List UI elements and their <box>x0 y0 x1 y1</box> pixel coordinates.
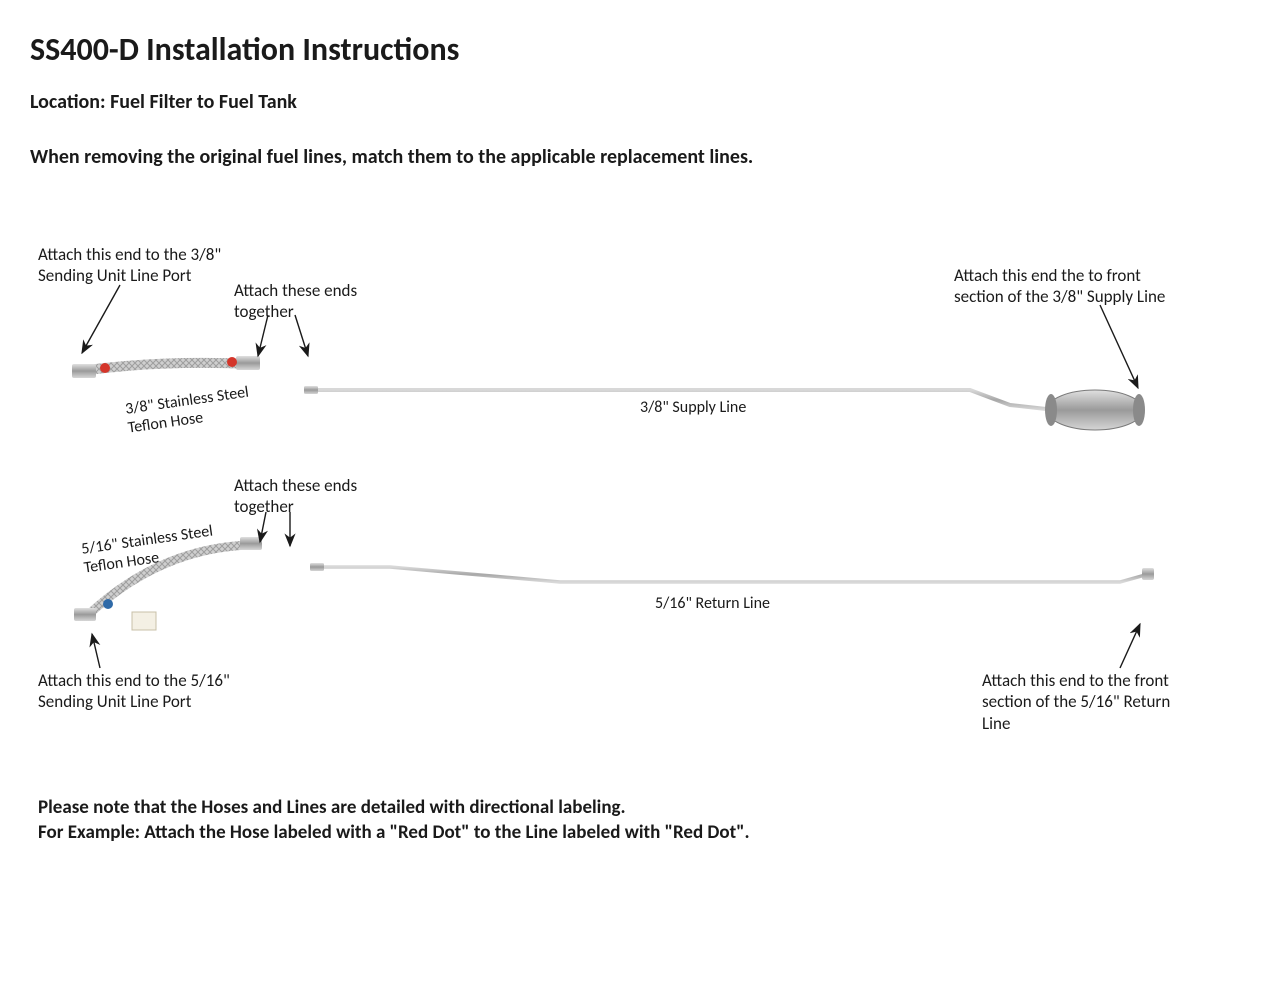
label-attach-516-front: Attach this end to the front section of … <box>982 670 1192 734</box>
label-hose-38: 3/8" Stainless Steel Teflon Hose <box>124 381 268 438</box>
notes-line-1: Please note that the Hoses and Lines are… <box>38 796 750 821</box>
page-title: SS400-D Installation Instructions <box>30 30 459 69</box>
instruction-page: SS400-D Installation Instructions Locati… <box>0 0 1280 989</box>
label-attach-ends-bottom: Attach these ends together <box>234 475 394 518</box>
label-hose-516: 5/16" Stainless Steel Teflon Hose <box>80 521 224 578</box>
instruction-text: When removing the original fuel lines, m… <box>30 145 753 169</box>
notes-line-2: For Example: Attach the Hose labeled wit… <box>38 821 750 846</box>
label-return-line: 5/16" Return Line <box>655 594 770 613</box>
label-attach-38-front: Attach this end the to front section of … <box>954 265 1184 308</box>
label-attach-38-port: Attach this end to the 3/8" Sending Unit… <box>38 244 248 287</box>
label-attach-ends-top: Attach these ends together <box>234 280 394 323</box>
location-subtitle: Location: Fuel Filter to Fuel Tank <box>30 90 297 114</box>
label-attach-516-port: Attach this end to the 5/16" Sending Uni… <box>38 670 248 713</box>
return-line-icon <box>310 563 1154 582</box>
label-supply-line: 3/8" Supply Line <box>640 398 746 417</box>
notes-block: Please note that the Hoses and Lines are… <box>38 796 750 845</box>
hose-38-icon <box>72 356 260 378</box>
